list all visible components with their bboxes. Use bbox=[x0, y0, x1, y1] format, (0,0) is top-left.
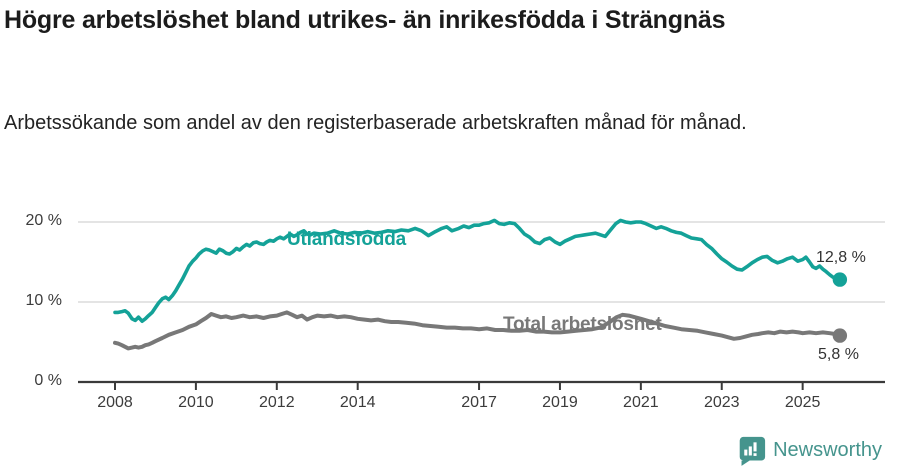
x-axis-label: 2025 bbox=[784, 394, 821, 411]
end-value-label-utlandsfodda: 12,8 % bbox=[816, 249, 866, 266]
line-total-arbetsloshet bbox=[113, 310, 842, 351]
x-axis-label: 2008 bbox=[97, 394, 133, 411]
chart-subtitle: Arbetssökande som andel av den registerb… bbox=[4, 112, 747, 134]
x-axis-label: 2010 bbox=[178, 394, 214, 411]
end-point-dot bbox=[832, 272, 848, 287]
newsworthy-branding: Newsworthy bbox=[737, 435, 882, 466]
end-value-label-total: 5,8 % bbox=[818, 346, 859, 363]
series-label-total-arbetsloshet: Total arbetslöshet bbox=[503, 314, 662, 335]
x-axis-label: 2023 bbox=[703, 394, 740, 411]
series-label-utlandsfodda: Utlandsfödda bbox=[287, 229, 406, 250]
line-utlandsfodda bbox=[113, 218, 842, 324]
x-axis-label: 2012 bbox=[259, 394, 295, 411]
newsworthy-brand-text: Newsworthy bbox=[773, 439, 882, 461]
x-axis-label: 2014 bbox=[339, 394, 376, 411]
y-axis-label: 20 % bbox=[25, 212, 62, 229]
y-axis-label: 10 % bbox=[25, 292, 62, 309]
chart-title: Högre arbetslöshet bland utrikes- än inr… bbox=[4, 6, 726, 34]
end-point-dot bbox=[832, 328, 848, 343]
y-axis-label: 0 % bbox=[34, 372, 62, 389]
newsworthy-logo-icon bbox=[739, 436, 766, 466]
x-axis-label: 2021 bbox=[623, 394, 659, 411]
x-axis-label: 2019 bbox=[542, 394, 578, 411]
x-axis-label: 2017 bbox=[461, 394, 497, 411]
